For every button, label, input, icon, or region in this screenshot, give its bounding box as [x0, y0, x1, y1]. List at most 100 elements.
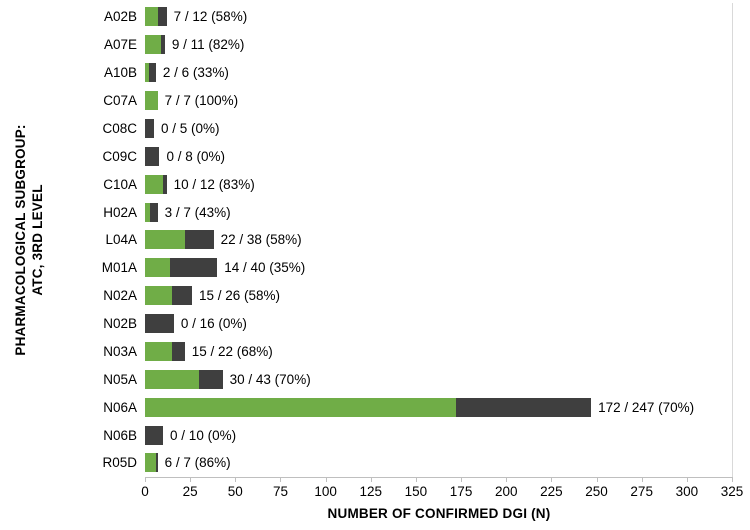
bar-row: L04A 22 / 38 (58%) [58, 226, 745, 254]
tick-label: 175 [449, 484, 473, 499]
category-label: R05D [102, 455, 137, 471]
bar-row: N02A 15 / 26 (58%) [58, 282, 745, 310]
tick-mark [190, 478, 192, 482]
y-axis-title: PHARMACOLOGICAL SUBGROUP: ATC, 3RD LEVEL [13, 124, 45, 356]
bar-track: 14 / 40 (35%) [145, 258, 745, 278]
confirmed-bar-segment [145, 341, 173, 361]
category-label: N06B [103, 427, 137, 443]
bar-track: 15 / 22 (68%) [145, 341, 745, 361]
remainder-bar-segment [455, 397, 592, 417]
value-label: 7 / 7 (100%) [164, 93, 239, 109]
tick-mark [551, 478, 553, 482]
bar-row: N06A 172 / 247 (70%) [58, 393, 745, 421]
tick-mark [596, 478, 598, 482]
remainder-bar-segment [145, 146, 160, 166]
tick-label: 150 [404, 484, 428, 499]
category-label: L04A [105, 232, 137, 248]
confirmed-bar-segment [145, 63, 149, 83]
value-label: 9 / 11 (82%) [171, 37, 245, 53]
remainder-bar-segment [145, 118, 155, 138]
tick-label: 50 [227, 484, 243, 499]
tick-label: 275 [630, 484, 653, 499]
bar-track: 7 / 7 (100%) [145, 91, 745, 111]
value-label: 0 / 5 (0%) [161, 120, 220, 136]
tick-mark [235, 478, 237, 482]
bar-track: 2 / 6 (33%) [145, 63, 745, 83]
tick-label: 125 [359, 484, 383, 499]
category-label: N03A [103, 343, 137, 359]
tick-label: 325 [720, 484, 744, 499]
remainder-bar-segment [148, 63, 156, 83]
value-label: 15 / 26 (58%) [198, 288, 280, 304]
category-label: A02B [103, 9, 137, 25]
tick-label: 300 [675, 484, 699, 499]
confirmed-bar-segment [145, 174, 164, 194]
remainder-bar-segment [157, 7, 167, 27]
remainder-bar-segment [155, 453, 158, 473]
tick-label: 75 [272, 484, 288, 499]
bar-rows: A02B 7 / 12 (58%) A07E 9 / 11 (82%) A10B 2 / … [58, 3, 745, 477]
tick-mark [641, 478, 643, 482]
confirmed-bar-segment [145, 369, 200, 389]
category-label: C08C [102, 120, 137, 136]
bar-track: 7 / 12 (58%) [145, 7, 745, 27]
value-label: 10 / 12 (83%) [173, 176, 255, 192]
value-label: 7 / 12 (58%) [173, 9, 248, 25]
confirmed-bar-segment [145, 35, 162, 55]
bar-row: A02B 7 / 12 (58%) [58, 3, 745, 31]
category-label: N02A [103, 288, 137, 304]
bar-row: N06B 0 / 10 (0%) [58, 421, 745, 449]
bar-track: 22 / 38 (58%) [145, 230, 745, 250]
tick-label: 200 [494, 484, 518, 499]
confirmed-bar-segment [145, 7, 158, 27]
bar-row: H02A 3 / 7 (43%) [58, 198, 745, 226]
remainder-bar-segment [145, 314, 174, 334]
value-label: 22 / 38 (58%) [220, 232, 302, 248]
bar-row: N05A 30 / 43 (70%) [58, 365, 745, 393]
remainder-bar-segment [199, 369, 223, 389]
category-label: C09C [102, 148, 137, 164]
bar-track: 0 / 8 (0%) [145, 146, 745, 166]
category-label: N02B [103, 316, 137, 332]
bar-row: R05D 6 / 7 (86%) [58, 449, 745, 477]
category-label: A10B [103, 65, 137, 81]
remainder-bar-segment [163, 174, 167, 194]
category-label: C10A [103, 176, 137, 192]
tick-label: 0 [141, 484, 149, 499]
tick-mark [461, 478, 463, 482]
bar-row: C09C 0 / 8 (0%) [58, 142, 745, 170]
bar-row: N02B 0 / 16 (0%) [58, 310, 745, 338]
confirmed-bar-segment [145, 397, 456, 417]
category-label: M01A [101, 260, 137, 276]
category-label: A07E [103, 37, 137, 53]
confirmed-bar-segment [145, 453, 156, 473]
category-label: H02A [103, 204, 137, 220]
bar-track: 30 / 43 (70%) [145, 369, 745, 389]
tick-mark [506, 478, 508, 482]
tick-label: 250 [585, 484, 608, 499]
bar-track: 172 / 247 (70%) [145, 397, 745, 417]
bar-row: M01A 14 / 40 (35%) [58, 254, 745, 282]
remainder-bar-segment [172, 341, 185, 361]
value-label: 30 / 43 (70%) [229, 371, 311, 387]
tick-mark [415, 478, 417, 482]
bar-track: 0 / 16 (0%) [145, 314, 745, 334]
remainder-bar-segment [170, 258, 218, 278]
confirmed-bar-segment [145, 230, 185, 250]
value-label: 172 / 247 (70%) [598, 399, 695, 415]
bar-track: 0 / 5 (0%) [145, 118, 745, 138]
value-label: 0 / 16 (0%) [180, 316, 247, 332]
x-axis-title: NUMBER OF CONFIRMED DGI (N) [327, 506, 551, 521]
bar-row: C10A 10 / 12 (83%) [58, 170, 745, 198]
tick-label: 100 [314, 484, 337, 499]
value-label: 0 / 8 (0%) [166, 148, 225, 164]
bar-track: 6 / 7 (86%) [145, 453, 745, 473]
tick-mark [686, 478, 688, 482]
value-label: 14 / 40 (35%) [224, 260, 306, 276]
tick-mark [280, 478, 282, 482]
remainder-bar-segment [184, 230, 214, 250]
value-label: 6 / 7 (86%) [164, 455, 231, 471]
confirmed-bar-segment [145, 286, 173, 306]
tick-mark [732, 478, 733, 482]
